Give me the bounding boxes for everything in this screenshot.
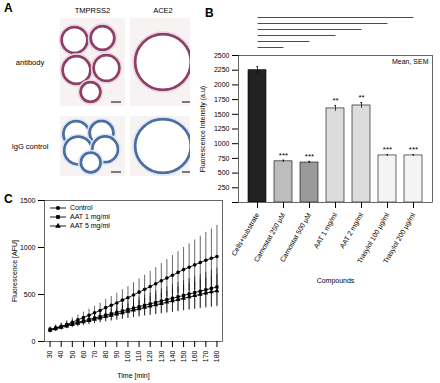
svg-text:1750: 1750 [214,96,230,103]
svg-text:130: 130 [158,350,165,362]
html-text:Control: Control [70,204,93,211]
svg-text:90: 90 [113,350,120,358]
svg-text:1500: 1500 [214,111,230,118]
html-text:B: B [205,6,214,20]
svg-text:Time [min]: Time [min] [117,372,149,380]
svg-text:Trasylol 100 µg/ml: Trasylol 100 µg/ml [355,211,391,265]
svg-text:50: 50 [69,350,76,358]
svg-text:1000: 1000 [20,244,36,251]
svg-text:500: 500 [24,291,36,298]
svg-text:170: 170 [202,350,209,362]
svg-text:***: *** [409,145,418,154]
svg-text:40: 40 [57,350,64,358]
svg-text:180: 180 [213,350,220,362]
svg-text:120: 120 [146,350,153,362]
svg-text:140: 140 [169,350,176,362]
svg-text:Fluorescence Intensity (a.u): Fluorescence Intensity (a.u) [199,86,207,172]
svg-text:250: 250 [217,184,230,191]
html-text:AAT 5 mg/ml: AAT 5 mg/ml [70,222,110,229]
svg-text:Trasylol 200 µg/ml: Trasylol 200 µg/ml [382,211,418,265]
svg-text:antibody: antibody [16,58,45,67]
svg-text:1250: 1250 [214,125,230,132]
svg-text:Fluorescence [AFU]: Fluorescence [AFU] [11,240,19,302]
svg-text:750: 750 [218,155,230,162]
svg-text:**: ** [332,96,338,105]
svg-text:TMPRSS2: TMPRSS2 [75,6,110,15]
svg-text:70: 70 [91,350,98,358]
svg-text:60: 60 [80,350,87,358]
svg-text:1000: 1000 [214,140,230,147]
svg-text:AAT 2 mg/ml: AAT 2 mg/ml [338,211,365,250]
svg-text:30: 30 [46,350,53,358]
svg-text:***: *** [279,151,288,160]
svg-text:Camostat 500 µM: Camostat 500 µM [279,211,314,263]
svg-text:500: 500 [218,169,230,176]
svg-text:ACE2: ACE2 [153,6,173,15]
svg-text:Cells+substrate: Cells+substrate [230,212,260,258]
svg-text:AAT 1 mg/ml: AAT 1 mg/ml [312,211,339,250]
svg-text:**: ** [358,93,364,102]
svg-text:***: *** [305,152,314,161]
svg-text:2500: 2500 [214,52,230,59]
html-text:A: A [4,1,13,15]
svg-text:2250: 2250 [214,66,230,73]
svg-text:Mean, SEM: Mean, SEM [392,58,429,65]
svg-text:2000: 2000 [214,81,230,88]
svg-text:100: 100 [124,350,131,362]
svg-text:IgG control: IgG control [12,142,49,151]
svg-text:160: 160 [191,350,198,362]
html-text:AAT 1 mg/ml: AAT 1 mg/ml [70,213,110,220]
svg-text:***: *** [383,145,392,154]
svg-text:150: 150 [180,350,187,362]
svg-text:1500: 1500 [20,197,36,204]
svg-text:Camostat 250 µM: Camostat 250 µM [252,211,287,264]
svg-text:80: 80 [102,350,109,358]
svg-text:Compounds: Compounds [317,277,355,285]
svg-text:0: 0 [32,338,36,345]
svg-text:110: 110 [135,350,142,361]
html-text:C: C [4,192,13,206]
